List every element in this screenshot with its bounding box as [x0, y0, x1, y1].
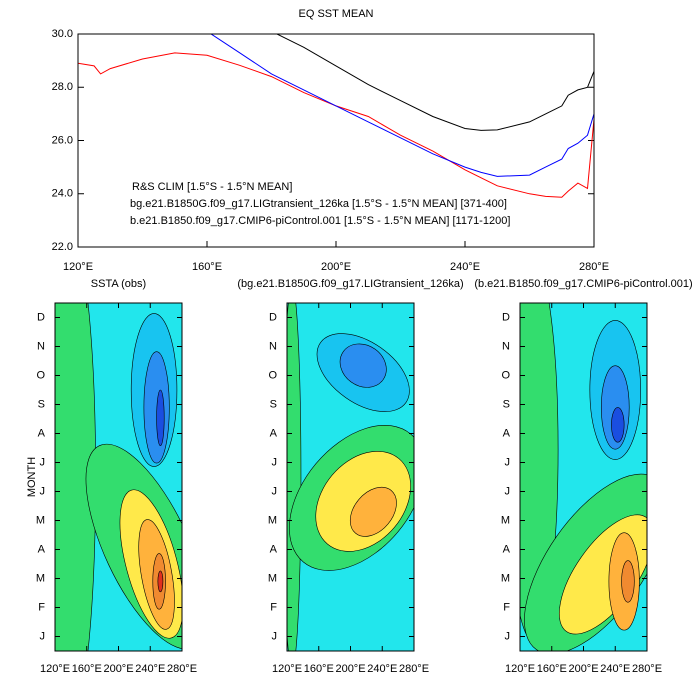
y-tick-label: J	[505, 630, 511, 642]
x-tick-label: 200°E	[568, 663, 598, 675]
plot-frame	[519, 302, 648, 652]
y-tick-label: A	[503, 543, 511, 555]
y-tick-label: A	[503, 427, 511, 439]
y-tick-label: D	[269, 311, 277, 323]
x-tick-label: 120°E	[272, 663, 302, 675]
plot-frame	[286, 302, 415, 652]
y-tick-label: N	[269, 340, 277, 352]
panel-title: (b.e21.B1850.f09_g17.CMIP6-piControl.001…	[474, 278, 692, 290]
y-tick-label: F	[503, 601, 510, 613]
panel-title: SSTA (obs)	[91, 278, 146, 290]
x-tick-label: 120°E	[63, 261, 93, 273]
y-tick-label: S	[270, 398, 277, 410]
contour-field	[287, 303, 414, 651]
y-tick-label: A	[270, 543, 278, 555]
x-tick-label: 200°E	[335, 663, 365, 675]
chart-title: EQ SST MEAN	[299, 8, 374, 20]
y-tick-label: A	[38, 427, 46, 439]
x-tick-label: 120°E	[40, 663, 70, 675]
y-tick-label: J	[272, 630, 278, 642]
legend-entry: bg.e21.B1850G.f09_g17.LIGtransient_126ka…	[130, 198, 507, 210]
x-tick-label: 240°E	[450, 261, 480, 273]
y-tick-label: 22.0	[52, 241, 73, 253]
y-tick-label: 26.0	[52, 134, 73, 146]
contour-region	[287, 303, 302, 651]
y-tick-label: 28.0	[52, 81, 73, 93]
contour-region	[621, 560, 635, 603]
y-tick-label: J	[505, 485, 511, 497]
x-tick-label: 160°E	[537, 663, 567, 675]
y-tick-label: J	[40, 485, 46, 497]
y-tick-label: S	[38, 398, 45, 410]
x-tick-label: 280°E	[167, 663, 197, 675]
y-tick-label: A	[38, 543, 46, 555]
y-tick-label: 24.0	[52, 188, 73, 200]
legend-entry: R&S CLIM [1.5°S - 1.5°N MEAN]	[132, 181, 292, 193]
y-tick-label: O	[501, 369, 510, 381]
x-tick-label: 160°E	[72, 663, 102, 675]
x-tick-label: 120°E	[505, 663, 535, 675]
y-tick-label: N	[37, 340, 45, 352]
y-tick-label: M	[501, 572, 510, 584]
contour-field	[520, 303, 647, 651]
y-tick-label: M	[268, 514, 277, 526]
y-tick-label: J	[40, 456, 46, 468]
x-tick-label: 240°E	[600, 663, 630, 675]
series-line	[275, 34, 594, 131]
x-tick-label: 160°E	[192, 261, 222, 273]
y-tick-label: M	[36, 572, 45, 584]
y-tick-label: J	[272, 456, 278, 468]
y-axis-label: MONTH	[26, 457, 38, 497]
series-line	[78, 52, 594, 198]
y-tick-label: J	[272, 485, 278, 497]
y-tick-label: 30.0	[52, 28, 73, 40]
y-tick-label: D	[502, 311, 510, 323]
lines	[78, 34, 594, 198]
x-tick-label: 280°E	[579, 261, 609, 273]
y-tick-label: S	[503, 398, 510, 410]
x-tick-label: 280°E	[632, 663, 662, 675]
y-tick-label: N	[502, 340, 510, 352]
y-tick-label: M	[268, 572, 277, 584]
contour-region	[349, 486, 397, 537]
contour-field	[55, 303, 182, 651]
contour-region	[157, 570, 164, 593]
y-tick-label: J	[505, 456, 511, 468]
legend-entry: b.e21.B1850.f09_g17.CMIP6-piControl.001 …	[130, 215, 510, 227]
y-tick-label: D	[37, 311, 45, 323]
y-tick-label: F	[270, 601, 277, 613]
contour-region	[611, 407, 625, 443]
y-tick-label: J	[40, 630, 46, 642]
y-tick-label: M	[501, 514, 510, 526]
y-tick-label: F	[38, 601, 45, 613]
y-tick-label: O	[268, 369, 277, 381]
x-tick-label: 280°E	[399, 663, 429, 675]
series-line	[210, 34, 594, 177]
y-tick-label: M	[36, 514, 45, 526]
x-tick-label: 240°E	[135, 663, 165, 675]
x-tick-label: 200°E	[321, 261, 351, 273]
panel-title: (bg.e21.B1850G.f09_g17.LIGtransient_126k…	[237, 278, 463, 290]
y-tick-label: A	[270, 427, 278, 439]
plot-frame	[77, 33, 595, 248]
x-tick-label: 200°E	[103, 663, 133, 675]
contour-region	[156, 389, 165, 446]
contour-region	[339, 343, 387, 388]
x-tick-label: 240°E	[367, 663, 397, 675]
y-tick-label: O	[36, 369, 45, 381]
x-tick-label: 160°E	[304, 663, 334, 675]
plot-frame	[54, 302, 183, 652]
